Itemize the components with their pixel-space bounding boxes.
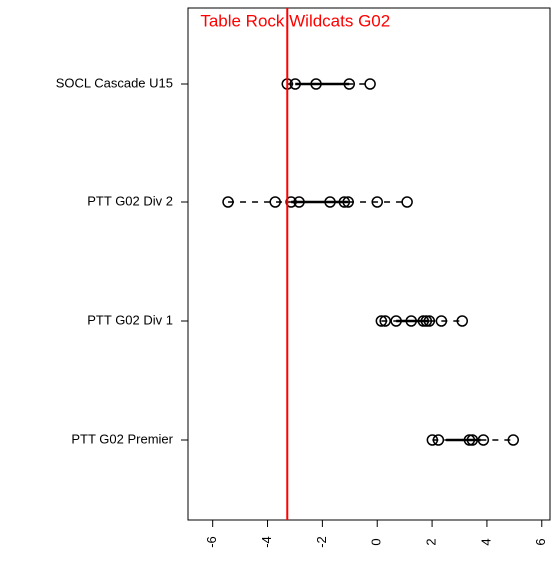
x-tick-label: -2 <box>314 536 329 548</box>
point <box>456 315 468 327</box>
y-tick-label: PTT G02 Premier <box>71 431 173 446</box>
point <box>338 196 351 208</box>
point <box>364 78 376 90</box>
y-tick-label: PTT G02 Div 2 <box>87 193 173 208</box>
point <box>507 434 520 446</box>
point <box>222 196 234 208</box>
point <box>463 434 476 446</box>
point <box>269 196 281 208</box>
x-tick-label: -6 <box>204 536 219 548</box>
plot-frame <box>187 7 551 521</box>
point <box>423 315 436 327</box>
point <box>285 196 297 208</box>
point <box>289 78 301 90</box>
point <box>310 78 322 90</box>
point <box>371 196 383 208</box>
y-tick-label: SOCL Cascade U15 <box>56 75 173 90</box>
point <box>420 315 433 327</box>
point <box>379 315 391 327</box>
x-tick-label: -4 <box>259 536 274 548</box>
point <box>435 315 448 327</box>
point <box>375 315 388 327</box>
point <box>342 196 354 208</box>
point <box>293 196 305 208</box>
point <box>390 315 402 327</box>
point <box>405 315 417 327</box>
x-tick-label: 2 <box>424 538 439 545</box>
x-tick-label: 4 <box>478 538 493 545</box>
y-tick-label: PTT G02 Div 1 <box>87 312 173 327</box>
title-clip: Table Rock Wildcats G02 <box>200 11 390 30</box>
point <box>477 434 490 446</box>
point <box>324 196 336 208</box>
point <box>432 434 445 446</box>
point <box>426 434 439 446</box>
x-tick-label: 0 <box>369 538 384 545</box>
point <box>466 434 479 446</box>
point <box>401 196 413 208</box>
x-tick-label: 6 <box>533 538 548 545</box>
chart-title: Table Rock Wildcats G02 <box>200 11 390 30</box>
point <box>343 78 356 90</box>
point <box>417 315 430 327</box>
